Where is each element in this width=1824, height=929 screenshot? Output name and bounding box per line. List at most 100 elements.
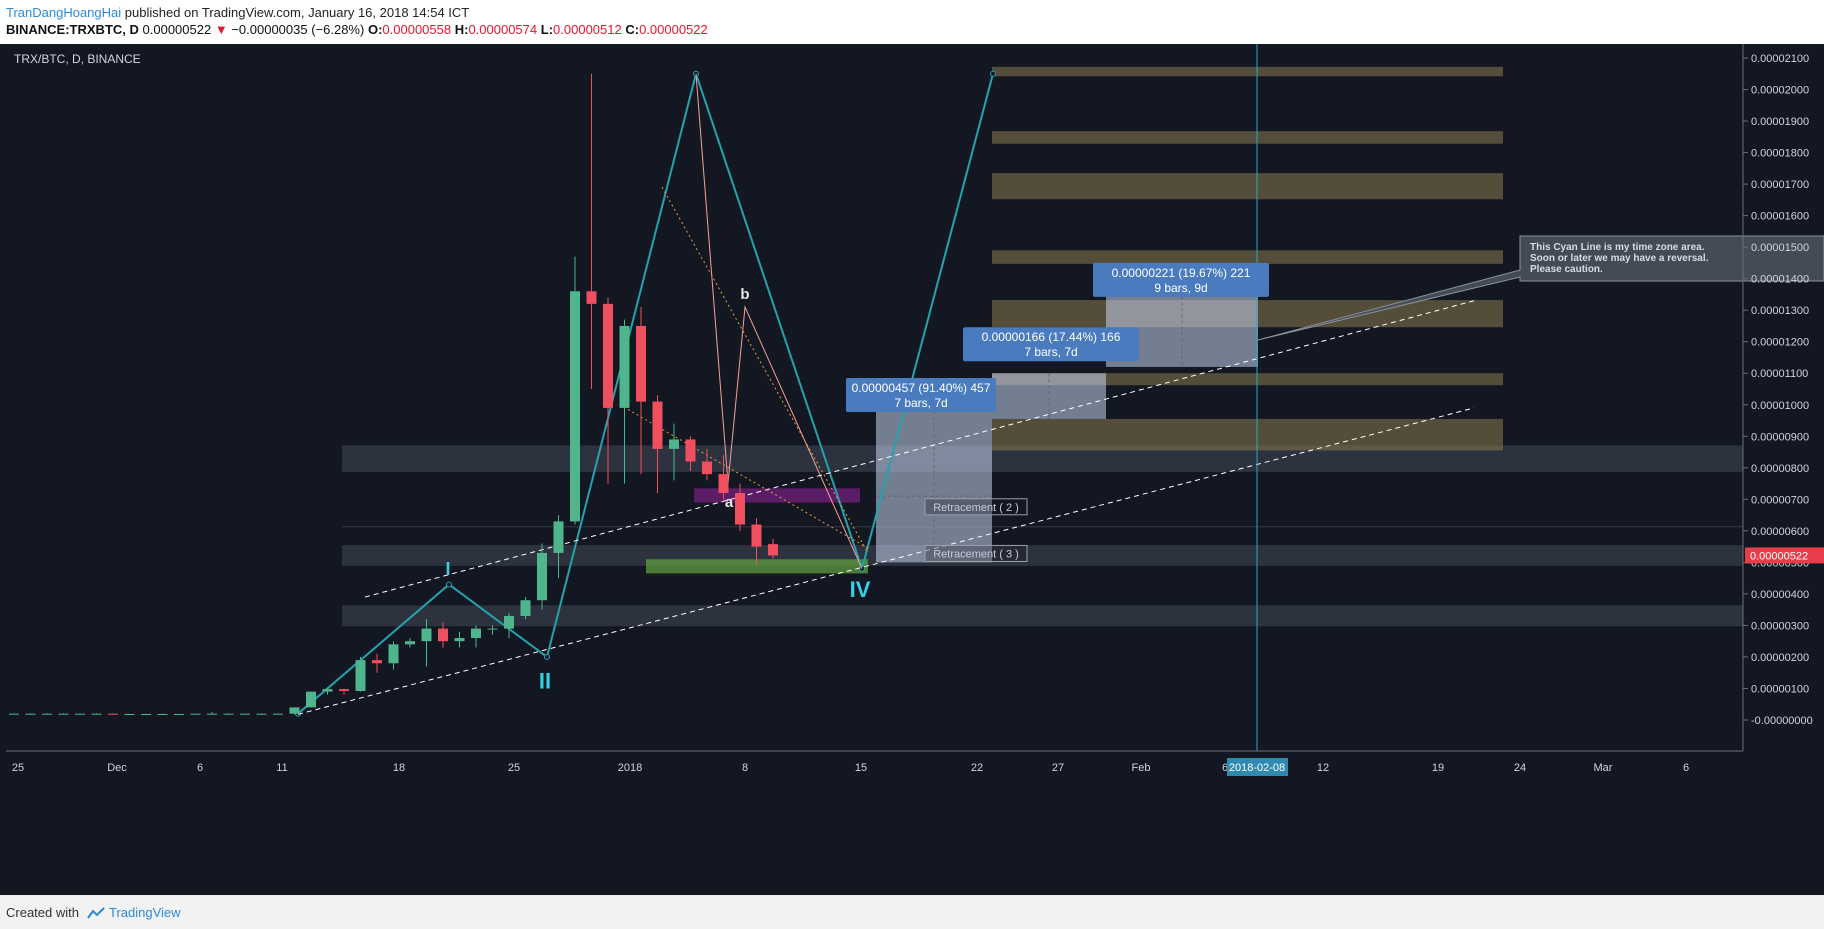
time-tick-label-13: 12 — [1317, 762, 1329, 774]
last-price: 0.00000522 — [142, 22, 212, 37]
candle-body-6 — [108, 713, 118, 715]
callout-line-3: Please caution. — [1530, 264, 1603, 275]
author-link[interactable]: TranDangHoangHai — [6, 5, 122, 20]
candle-body-36 — [603, 303, 613, 408]
abc-correction-line — [695, 73, 863, 569]
measure-label-box-1 — [846, 377, 996, 412]
price-tick-label-6: 0.00001500 — [1751, 242, 1809, 254]
measure-label-bars-2: 7 bars, 7d — [1024, 345, 1077, 359]
candle-body-28 — [471, 628, 481, 639]
price-tick-label-13: 0.00000800 — [1751, 463, 1809, 475]
callout-line-2: Soon or later we may have a reversal. — [1530, 253, 1709, 264]
time-tick-label-11: Feb — [1132, 762, 1151, 774]
candle-body-14 — [240, 713, 250, 715]
wave-label-III: III — [687, 44, 705, 47]
price-tick-label-8: 0.00001300 — [1751, 305, 1809, 317]
publish-line: TranDangHoangHai published on TradingVie… — [6, 5, 469, 20]
candle-body-8 — [141, 714, 151, 716]
tradingview-logo-icon — [87, 907, 105, 919]
target-zone-7 — [992, 418, 1503, 451]
candle-body-41 — [685, 439, 696, 462]
price-tick-label-21: -0.00000000 — [1751, 715, 1813, 727]
candle-body-22 — [372, 660, 382, 664]
price-tick-label-12: 0.00000900 — [1751, 431, 1809, 443]
wave-label-V: V — [985, 44, 1000, 47]
price-tick-label-1: 0.00002000 — [1751, 85, 1809, 97]
time-tick-label-4: 18 — [393, 762, 405, 774]
chart-title: TRX/BTC, D, BINANCE — [14, 52, 141, 66]
candle-body-16 — [273, 713, 283, 715]
candle-body-39 — [652, 401, 663, 449]
time-tick-label-5: 25 — [508, 762, 520, 774]
retracement-label-2: Retracement ( 2 ) — [933, 502, 1019, 514]
time-tick-label-1: Dec — [107, 762, 127, 774]
candle-body-46 — [768, 544, 778, 556]
price-change: −0.00000035 (−6.28%) — [231, 22, 365, 37]
candle-body-44 — [735, 493, 745, 525]
chart-svg[interactable]: TRX/BTC, D, BINANCEIIIIIIIVVab0.00000457… — [0, 22, 1824, 895]
wave-point-1 — [446, 581, 452, 588]
candle-body-26 — [438, 628, 448, 642]
price-tick-label-5: 0.00001600 — [1751, 211, 1809, 223]
candle-body-23 — [388, 644, 399, 664]
open-label: O: — [367, 22, 383, 37]
candle-body-9 — [157, 714, 168, 716]
publish-header: TranDangHoangHai published on TradingVie… — [0, 0, 1824, 44]
callout-line-1: This Cyan Line is my time zone area. — [1530, 242, 1705, 253]
retracement-box-3 — [924, 544, 1028, 562]
candle-body-38 — [636, 325, 646, 402]
low-label: L: — [540, 22, 554, 37]
candle-body-27 — [454, 638, 465, 642]
time-highlight-tag — [1227, 758, 1288, 776]
current-price-label: 0.00000522 — [1750, 550, 1808, 562]
candle-body-17 — [289, 707, 300, 714]
measure-label-value-2: 0.00000166 (17.44%) 166 — [982, 330, 1121, 344]
price-tick-label-9: 0.00001200 — [1751, 337, 1809, 349]
candle-body-2 — [42, 713, 52, 715]
candle-body-43 — [718, 474, 729, 494]
price-tick-label-11: 0.00001000 — [1751, 400, 1809, 412]
candle-body-1 — [25, 713, 36, 715]
time-tick-label-8: 15 — [855, 762, 867, 774]
candle-body-45 — [751, 524, 762, 547]
retracement-label-3: Retracement ( 3 ) — [933, 548, 1019, 560]
time-tick-label-14: 19 — [1432, 762, 1444, 774]
candle-body-42 — [702, 461, 712, 475]
close-value: 0.00000522 — [639, 22, 708, 37]
time-tick-label-15: 24 — [1514, 762, 1526, 774]
price-tick-label-19: 0.00000200 — [1751, 652, 1809, 664]
price-tick-label-15: 0.00000600 — [1751, 526, 1809, 538]
down-arrow-icon: ▼ — [214, 22, 228, 37]
candle-body-29 — [487, 628, 498, 630]
wave-point-5 — [990, 70, 996, 77]
measure-label-box-3 — [1093, 262, 1269, 297]
publish-info: published on TradingView.com, January 16… — [124, 5, 470, 20]
chart-area[interactable]: TRX/BTC, D, BINANCEIIIIIIIVVab0.00000457… — [0, 22, 1824, 895]
wave-label-II: II — [539, 668, 551, 693]
open-value: 0.00000558 — [382, 22, 452, 37]
price-tick-label-14: 0.00000700 — [1751, 494, 1809, 506]
candle-body-20 — [339, 689, 349, 691]
close-label: C: — [625, 22, 640, 37]
created-with-label: Created with — [6, 905, 79, 920]
price-tick-label-2: 0.00001900 — [1751, 116, 1809, 128]
tradingview-link[interactable]: TradingView — [109, 905, 181, 920]
support-band-4 — [342, 605, 1743, 627]
price-tick-label-10: 0.00001100 — [1751, 368, 1808, 380]
price-tick-label-17: 0.00000400 — [1751, 589, 1809, 601]
measure-label-value-1: 0.00000457 (91.40%) 457 — [852, 381, 991, 395]
time-tick-label-12: 6 — [1222, 762, 1228, 774]
candle-body-30 — [504, 615, 514, 629]
support-band-3 — [342, 545, 1743, 566]
candle-body-7 — [124, 714, 135, 716]
price-tick-label-7: 0.00001400 — [1751, 274, 1809, 286]
correction-label-b: b — [740, 286, 749, 303]
time-tick-label-16: Mar — [1594, 762, 1613, 774]
high-label: H: — [454, 22, 469, 37]
footer: Created with TradingView — [0, 895, 1824, 929]
callout-bubble — [1257, 235, 1824, 341]
candle-body-5 — [91, 713, 102, 715]
time-tick-label-10: 27 — [1052, 762, 1064, 774]
candle-body-31 — [520, 600, 531, 616]
candle-body-35 — [586, 291, 597, 304]
